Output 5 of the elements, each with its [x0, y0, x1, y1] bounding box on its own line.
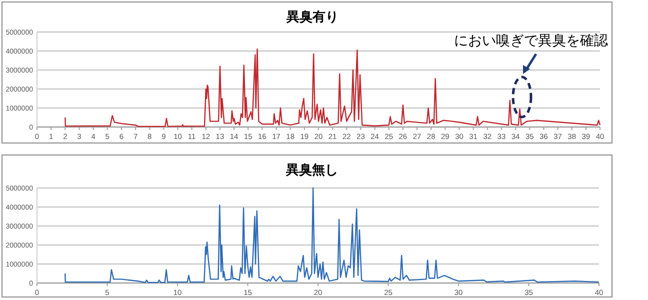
annotation: におい嗅ぎで異臭を確認 — [454, 33, 608, 49]
line-series — [64, 187, 600, 284]
chart-title: 異臭無し — [285, 163, 338, 178]
line-series — [64, 48, 601, 128]
chart-title: 異臭有り — [286, 10, 338, 25]
